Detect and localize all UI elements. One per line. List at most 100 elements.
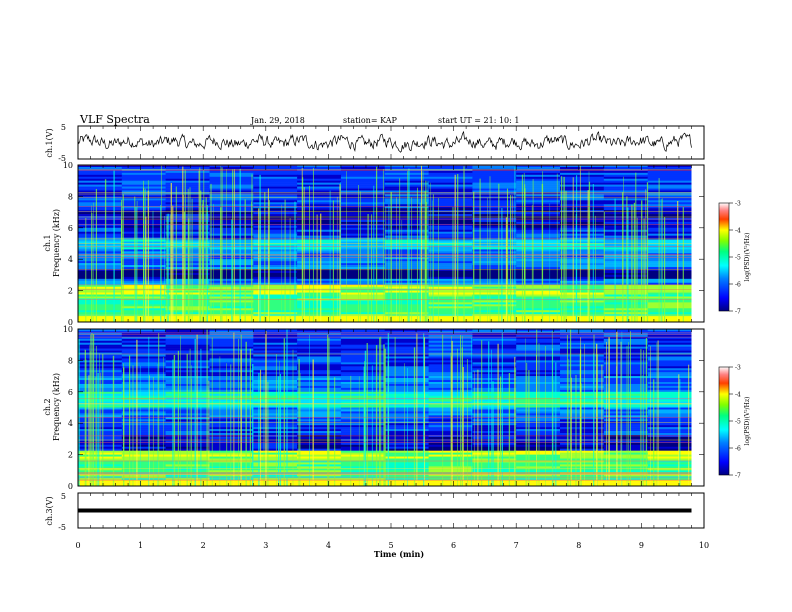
- spectrogram-cell: [253, 456, 298, 459]
- spectrogram-cell: [603, 192, 649, 195]
- spectrogram-cell: [603, 413, 649, 416]
- spectrogram-cell: [253, 178, 298, 181]
- spectrogram-cell: [78, 381, 123, 385]
- spectrogram-cell: [121, 464, 167, 467]
- spectrogram-cell: [472, 278, 517, 282]
- spectrogram-cell: [340, 233, 386, 236]
- spectrogram-cell: [253, 391, 298, 395]
- spectrogram-cell: [209, 401, 254, 404]
- spectrogram-cell: [340, 265, 386, 268]
- spectrogram-cell: [647, 419, 693, 422]
- spectrogram-cell: [560, 192, 605, 195]
- spectrogram-cell: [384, 304, 430, 307]
- spectrogram-cell: [603, 446, 649, 450]
- spectrogram-cell: [297, 368, 342, 371]
- spectrogram-cell: [165, 423, 210, 426]
- spectrogram-cell: [253, 184, 298, 187]
- spectrogram-cell: [209, 214, 254, 217]
- spectrogram-cell: [297, 308, 342, 311]
- spectrogram-cell: [516, 338, 561, 342]
- spectrogram-cell: [428, 182, 473, 185]
- spectrogram-cell: [516, 212, 561, 215]
- spectrogram-cell: [428, 233, 473, 236]
- spectrogram-cell: [560, 460, 605, 463]
- spectrogram-cell: [253, 429, 298, 432]
- spectrogram-cell: [209, 196, 254, 199]
- spectrogram-cell: [472, 436, 517, 440]
- ch3-waveform-panel: 5 -5 ch.3(V): [45, 492, 705, 532]
- spectrogram-cell: [472, 174, 517, 178]
- spectrogram-cell: [647, 278, 693, 282]
- spectrogram-cell: [647, 180, 693, 183]
- spectrogram-cell: [516, 214, 561, 217]
- spectrogram-cell: [209, 176, 254, 180]
- spectrogram-cell: [472, 370, 517, 373]
- spectrogram-cell: [384, 251, 430, 254]
- spectrogram-cell: [472, 198, 517, 201]
- spectrogram-cell: [78, 174, 123, 178]
- spectrogram-cell: [340, 261, 386, 264]
- spectrogram-cell: [472, 312, 517, 315]
- spectrogram-cell: [384, 294, 430, 297]
- spectrogram-cell: [78, 286, 123, 289]
- spectrogram-cell: [340, 186, 386, 189]
- spectrogram-cell: [297, 310, 342, 313]
- ch1-waveform-line: [77, 130, 692, 153]
- spectrogram-cell: [78, 276, 123, 280]
- spectrogram-cell: [472, 274, 517, 278]
- spectrogram-cell: [165, 407, 210, 410]
- spectrogram-cell: [253, 385, 298, 389]
- spectrogram-cell: [253, 200, 298, 203]
- spectrogram-cell: [297, 446, 342, 450]
- spectrogram-cell: [297, 286, 342, 289]
- spectrogram-cell: [560, 444, 605, 448]
- spectrogram-cell: [603, 249, 649, 252]
- spectrogram-cell: [384, 214, 430, 217]
- spectrogram-cell: [253, 241, 298, 244]
- spectrogram-cell: [384, 356, 430, 359]
- spectrogram-cell: [428, 239, 473, 242]
- spectrogram-cell: [121, 468, 167, 471]
- spectrogram-cell: [253, 292, 298, 295]
- spectrogram-cell: [253, 206, 298, 209]
- spectrogram-cell: [297, 456, 342, 459]
- spectrogram-cell: [253, 165, 298, 168]
- spectrogram-cell: [209, 484, 254, 487]
- spectrogram-cell: [297, 387, 342, 391]
- spectrogram-cell: [603, 460, 649, 463]
- spectrogram-cell: [647, 350, 693, 353]
- spectrogram-cell: [560, 176, 605, 180]
- spectrogram-cell: [384, 206, 430, 209]
- spectrogram-cell: [297, 170, 342, 174]
- spectrogram-cell: [297, 354, 342, 357]
- spectrogram-cell: [560, 165, 605, 168]
- spectrogram-cell: [560, 468, 605, 471]
- spectrogram-cell: [297, 219, 342, 223]
- spectrogram-cell: [78, 235, 123, 238]
- spectrogram-cell: [121, 364, 167, 367]
- spectrogram-cell: [253, 411, 298, 414]
- spectrogram-cell: [603, 360, 649, 363]
- spectrogram-cell: [209, 399, 254, 402]
- spectrogram-cell: [78, 214, 123, 217]
- spectrogram-cell: [428, 267, 473, 270]
- spectrogram-cell: [560, 385, 605, 389]
- spectrogram-cell: [603, 462, 649, 465]
- spectrogram-cell: [472, 231, 517, 234]
- spectrogram-cell: [560, 354, 605, 357]
- spectrogram-cell: [253, 446, 298, 450]
- spectrogram-cell: [297, 431, 342, 434]
- spectrogram-cell: [516, 174, 561, 178]
- spectrogram-cell: [472, 276, 517, 280]
- spectrogram-cell: [121, 368, 167, 371]
- spectrogram-cell: [603, 278, 649, 282]
- spectrogram-cell: [121, 405, 167, 408]
- spectrogram-cell: [340, 460, 386, 463]
- spectrogram-cell: [165, 454, 210, 457]
- spectrogram-cell: [516, 383, 561, 387]
- spectrogram-cell: [647, 458, 693, 461]
- spectrogram-cell: [428, 206, 473, 209]
- spectrogram-cell: [121, 403, 167, 406]
